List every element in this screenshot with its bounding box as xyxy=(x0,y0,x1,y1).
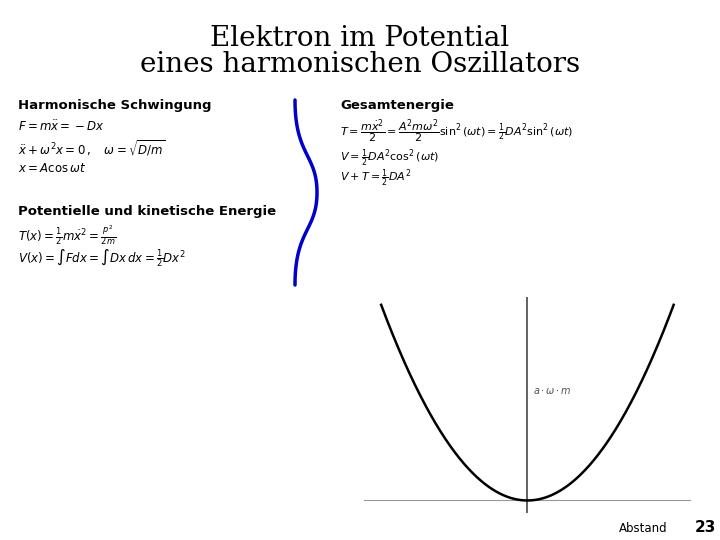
Text: $V + T = \frac{1}{2}DA^2$: $V + T = \frac{1}{2}DA^2$ xyxy=(340,167,411,189)
Text: Elektron im Potential: Elektron im Potential xyxy=(210,24,510,51)
Text: Potentielle und kinetische Energie: Potentielle und kinetische Energie xyxy=(18,206,276,219)
Text: $a \cdot \omega \cdot m$: $a \cdot \omega \cdot m$ xyxy=(534,386,572,396)
Text: Gesamtenergie: Gesamtenergie xyxy=(340,98,454,111)
Text: $x = A\cos\omega t$: $x = A\cos\omega t$ xyxy=(18,161,86,174)
Text: Abstand: Abstand xyxy=(619,522,668,535)
Text: Harmonische Schwingung: Harmonische Schwingung xyxy=(18,98,212,111)
Text: $V(x) = \int Fdx = \int Dx\,dx = \frac{1}{2}Dx^2$: $V(x) = \int Fdx = \int Dx\,dx = \frac{1… xyxy=(18,247,186,269)
Text: 23: 23 xyxy=(694,521,716,536)
Text: $V = \frac{1}{2}DA^2\cos^2(\omega t)$: $V = \frac{1}{2}DA^2\cos^2(\omega t)$ xyxy=(340,147,439,168)
Text: $T(x) = \frac{1}{2}m\dot{x}^2 = \frac{p^2}{2m}$: $T(x) = \frac{1}{2}m\dot{x}^2 = \frac{p^… xyxy=(18,223,116,247)
Text: eines harmonischen Oszillators: eines harmonischen Oszillators xyxy=(140,51,580,78)
Text: $\ddot{x} + \omega^2 x = 0\,,\quad \omega = \sqrt{D/m}$: $\ddot{x} + \omega^2 x = 0\,,\quad \omeg… xyxy=(18,138,166,158)
Text: $T = \dfrac{m\dot{x}^2}{2} = \dfrac{A^2 m\omega^2}{2}\sin^2(\omega t) = \frac{1}: $T = \dfrac{m\dot{x}^2}{2} = \dfrac{A^2 … xyxy=(340,118,573,146)
Text: $F = m\ddot{x} = -Dx$: $F = m\ddot{x} = -Dx$ xyxy=(18,120,104,134)
